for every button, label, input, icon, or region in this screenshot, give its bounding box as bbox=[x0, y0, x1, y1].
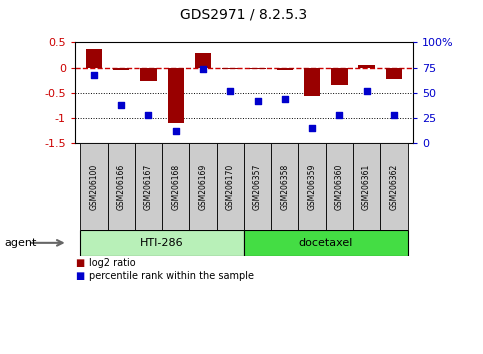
Point bbox=[227, 88, 234, 94]
Text: GSM206170: GSM206170 bbox=[226, 164, 235, 210]
Bar bbox=[222, 68, 239, 69]
Point bbox=[281, 96, 289, 102]
Text: log2 ratio: log2 ratio bbox=[89, 258, 136, 268]
Bar bbox=[386, 68, 402, 79]
Bar bbox=[108, 143, 135, 230]
Bar bbox=[80, 230, 244, 256]
Bar bbox=[249, 68, 266, 69]
Bar bbox=[353, 143, 380, 230]
Bar bbox=[298, 143, 326, 230]
Point bbox=[172, 129, 180, 134]
Text: GSM206362: GSM206362 bbox=[389, 164, 398, 210]
Bar bbox=[80, 143, 108, 230]
Bar bbox=[244, 230, 408, 256]
Text: GSM206361: GSM206361 bbox=[362, 164, 371, 210]
Text: GSM206166: GSM206166 bbox=[117, 164, 126, 210]
Text: GSM206100: GSM206100 bbox=[89, 164, 99, 210]
Point bbox=[117, 102, 125, 108]
Bar bbox=[195, 52, 211, 68]
Text: GSM206358: GSM206358 bbox=[280, 164, 289, 210]
Bar bbox=[271, 143, 298, 230]
Bar bbox=[358, 65, 375, 68]
Text: GSM206168: GSM206168 bbox=[171, 164, 180, 210]
Bar bbox=[326, 143, 353, 230]
Text: percentile rank within the sample: percentile rank within the sample bbox=[89, 271, 255, 281]
Text: ■: ■ bbox=[75, 258, 84, 268]
Bar bbox=[168, 68, 184, 123]
Text: agent: agent bbox=[5, 238, 37, 248]
Point bbox=[390, 112, 398, 118]
Bar bbox=[86, 48, 102, 68]
Bar bbox=[162, 143, 189, 230]
Text: docetaxel: docetaxel bbox=[298, 238, 353, 248]
Bar bbox=[244, 143, 271, 230]
Bar bbox=[331, 68, 348, 85]
Text: GSM206167: GSM206167 bbox=[144, 164, 153, 210]
Bar bbox=[277, 68, 293, 70]
Text: GSM206357: GSM206357 bbox=[253, 164, 262, 210]
Point bbox=[336, 112, 343, 118]
Point bbox=[199, 66, 207, 72]
Bar bbox=[189, 143, 217, 230]
Point bbox=[144, 112, 152, 118]
Bar bbox=[217, 143, 244, 230]
Text: GSM206360: GSM206360 bbox=[335, 164, 344, 210]
Bar bbox=[140, 68, 156, 81]
Bar bbox=[135, 143, 162, 230]
Text: GSM206169: GSM206169 bbox=[199, 164, 208, 210]
Text: ■: ■ bbox=[75, 271, 84, 281]
Bar bbox=[113, 68, 129, 70]
Text: GDS2971 / 8.2.5.3: GDS2971 / 8.2.5.3 bbox=[180, 7, 308, 21]
Bar bbox=[304, 68, 320, 96]
Point bbox=[254, 98, 261, 104]
Text: HTI-286: HTI-286 bbox=[140, 238, 184, 248]
Point bbox=[308, 125, 316, 131]
Bar bbox=[380, 143, 408, 230]
Text: GSM206359: GSM206359 bbox=[308, 164, 316, 210]
Point bbox=[363, 88, 370, 94]
Point bbox=[90, 72, 98, 78]
